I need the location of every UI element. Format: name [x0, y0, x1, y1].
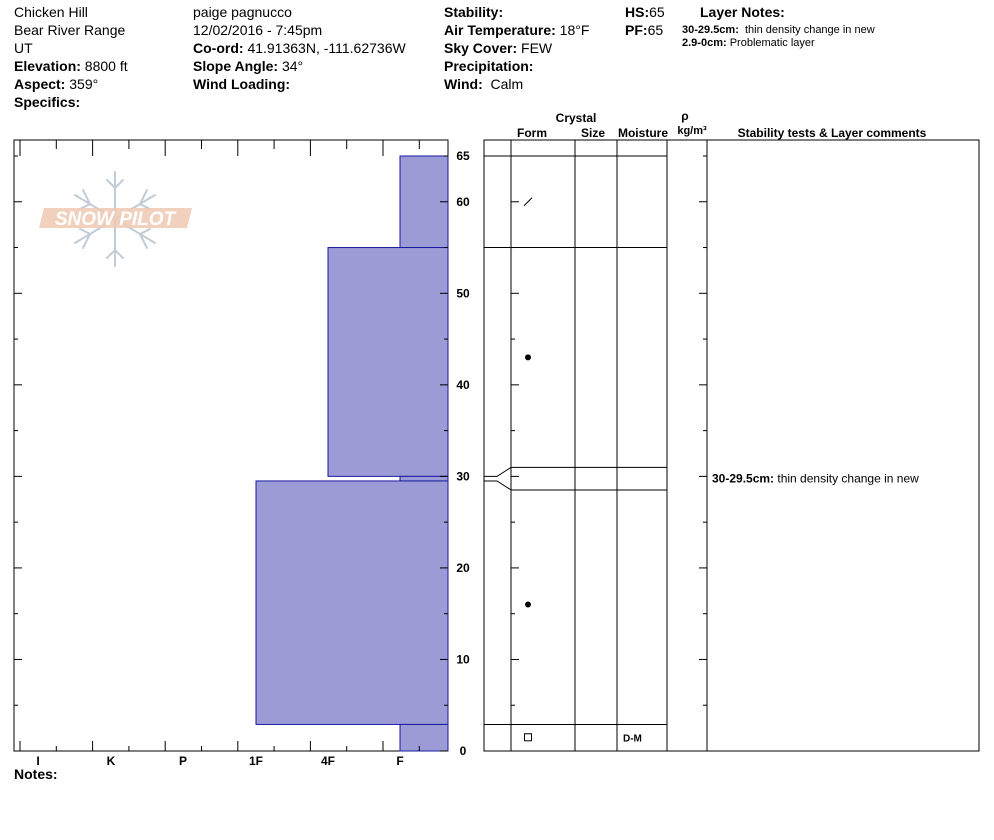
- sky-label: Sky Cover:: [444, 40, 518, 56]
- height-label: 0: [460, 744, 467, 758]
- layer-notes-title: Layer Notes:: [700, 4, 785, 20]
- hardness-bottom-ticks: [19, 741, 420, 751]
- coord-value: 41.91363N, -111.62736W: [247, 40, 406, 56]
- hardness-layer-bar: [255, 480, 449, 725]
- hardness-layer-bar: [399, 475, 449, 482]
- hardness-top-ticks: [19, 140, 420, 156]
- layer-comments: 30-29.5cm: thin density change in new: [712, 472, 919, 486]
- pf-label: PF:: [625, 22, 648, 38]
- mountain-range: Bear River Range: [14, 22, 126, 38]
- height-axis-labels: 0 10 20 30 40 50 60 65: [456, 149, 470, 758]
- table-layer-lines: [484, 155, 667, 725]
- specifics-label: Specifics:: [14, 94, 81, 110]
- sky-value: FEW: [521, 40, 553, 56]
- wind-value: Calm: [490, 76, 524, 92]
- faceted-grain-icon: [524, 733, 532, 742]
- logo-text: SNOW PILOT: [55, 209, 177, 230]
- slope-label: Slope Angle:: [193, 58, 279, 74]
- layer-note-text: thin density change in new: [745, 24, 875, 36]
- round-grain-icon: [525, 354, 531, 361]
- air-temp-value: 18°F: [559, 22, 590, 38]
- layer-comment: 30-29.5cm: thin density change in new: [712, 472, 919, 486]
- layer-note-text: Problematic layer: [729, 37, 815, 49]
- hardness-label: K: [107, 754, 116, 768]
- wind-label: Wind:: [444, 76, 483, 92]
- aspect-value: 359°: [69, 76, 99, 92]
- slope-value: 34°: [281, 58, 304, 74]
- wind-loading-label: Wind Loading:: [193, 76, 291, 92]
- hardness-label: P: [179, 754, 187, 768]
- wind: Wind: Calm: [444, 76, 523, 92]
- height-label: 65: [456, 149, 470, 163]
- height-label: 30: [456, 469, 470, 483]
- height-label: 60: [456, 195, 470, 209]
- stability-label: Stability:: [444, 4, 504, 20]
- elevation-value: 8800 ft: [84, 58, 128, 74]
- coord-label: Co-ord:: [193, 40, 244, 56]
- slope-angle: Slope Angle: 34°: [193, 58, 303, 74]
- hardness-layer-bar: [327, 247, 449, 477]
- table-frame: [483, 139, 980, 752]
- coordinates: Co-ord: 41.91363N, -111.62736W: [193, 40, 406, 56]
- hardness-label: F: [396, 754, 403, 768]
- height-label: 20: [456, 561, 470, 575]
- snow-pilot-logo: SNOW PILOT: [39, 171, 192, 267]
- layer-boundary-connector: [484, 466, 512, 477]
- rho-header: ρ: [681, 109, 688, 123]
- height-label: 10: [456, 652, 470, 666]
- moisture-values: D-M: [623, 733, 642, 744]
- hs-value: 65: [649, 4, 665, 20]
- moisture-header: Moisture: [618, 126, 668, 140]
- notes-label: Notes:: [14, 766, 58, 782]
- round-grain-icon: [525, 601, 531, 608]
- pf: PF:65: [625, 22, 663, 38]
- layer-boundary-connector: [484, 480, 512, 491]
- form-header: Form: [517, 126, 547, 140]
- comments-header: Stability tests & Layer comments: [738, 126, 927, 140]
- grain-form-symbols: [523, 197, 533, 742]
- height-label: 50: [456, 286, 470, 300]
- aspect-label: Aspect:: [14, 76, 66, 92]
- sky-cover: Sky Cover: FEW: [444, 40, 552, 56]
- hardness-layer-bar: [399, 723, 449, 752]
- height-axis-ticks: [14, 155, 707, 752]
- layer-note: 30-29.5cm: thin density change in new: [682, 24, 875, 37]
- precipitation-label: Precipitation:: [444, 58, 534, 74]
- layer-note: 2.9-0cm: Problematic layer: [682, 37, 815, 50]
- layer-comment-text: thin density change in new: [777, 472, 919, 486]
- pf-value: 65: [647, 22, 664, 38]
- hs: HS:65: [625, 4, 665, 20]
- size-header: Size: [581, 126, 605, 140]
- height-label: 40: [456, 378, 470, 392]
- state: UT: [14, 40, 33, 56]
- hardness-layers: [255, 155, 449, 752]
- location-name: Chicken Hill: [14, 4, 88, 20]
- hs-label: HS:: [625, 4, 650, 20]
- observer: paige pagnucco: [193, 4, 292, 20]
- elevation-label: Elevation:: [14, 58, 81, 74]
- layer-note-range: 2.9-0cm:: [682, 37, 727, 49]
- datetime: 12/02/2016 - 7:45pm: [193, 22, 323, 38]
- elevation: Elevation: 8800 ft: [14, 58, 128, 74]
- new-snow-icon: [523, 197, 533, 207]
- moisture-value: D-M: [623, 733, 642, 744]
- aspect: Aspect: 359°: [14, 76, 98, 92]
- hardness-label: 1F: [249, 754, 263, 768]
- air-temp-label: Air Temperature:: [444, 22, 556, 38]
- density-header: kg/m³: [677, 125, 707, 137]
- hardness-label: 4F: [321, 754, 335, 768]
- layer-comment-range: 30-29.5cm:: [712, 472, 777, 486]
- air-temperature: Air Temperature: 18°F: [444, 22, 589, 38]
- layer-note-range: 30-29.5cm:: [682, 24, 739, 36]
- crystal-header: Crystal: [556, 111, 597, 125]
- hardness-axis-labels: I K P 1F 4F F: [36, 754, 403, 768]
- hardness-label: I: [36, 754, 39, 768]
